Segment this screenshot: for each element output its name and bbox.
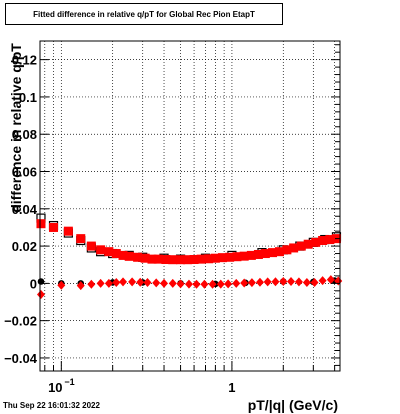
- data-point-square: [296, 241, 306, 251]
- data-point-square: [161, 255, 171, 265]
- data-point-square: [111, 249, 121, 259]
- data-point-square: [176, 255, 186, 265]
- data-point-square: [49, 222, 59, 232]
- plot-area: [40, 41, 340, 371]
- y-tick-label: −0.04: [4, 351, 38, 366]
- data-point-diamond: [279, 277, 288, 287]
- data-point-square: [153, 254, 163, 264]
- data-point-square: [133, 252, 143, 262]
- x-tick-label: 10: [48, 380, 62, 395]
- data-point-diamond: [232, 278, 241, 288]
- data-point-square: [253, 249, 263, 259]
- data-point-diamond: [176, 279, 185, 289]
- data-point-diamond: [104, 278, 113, 288]
- x-axis-label: pT/|q| (GeV/c): [247, 397, 338, 413]
- y-tick-label: 0.08: [12, 127, 37, 142]
- data-point-square: [196, 254, 206, 264]
- data-point-square: [311, 237, 321, 247]
- data-point-square: [168, 255, 178, 265]
- data-point-diamond: [200, 279, 209, 289]
- data-point-square: [96, 245, 106, 255]
- data-point-diamond: [57, 280, 66, 290]
- y-tick-label: 0.1: [19, 90, 37, 105]
- data-point-diamond: [143, 277, 152, 287]
- data-point-diamond: [318, 276, 327, 286]
- data-point-square: [189, 255, 199, 265]
- y-tick-label: 0.12: [12, 53, 37, 68]
- y-tick-label: 0.04: [12, 202, 38, 217]
- data-point-square: [118, 250, 128, 260]
- data-point-square: [289, 243, 299, 253]
- data-point-diamond: [208, 279, 217, 289]
- data-point-square: [183, 255, 193, 265]
- data-point-diamond: [302, 277, 311, 287]
- data-point-diamond: [36, 290, 45, 300]
- data-point-diamond: [326, 275, 335, 285]
- data-point-square: [325, 235, 335, 245]
- data-point-square: [246, 250, 256, 260]
- data-point-square: [104, 247, 114, 257]
- data-point-diamond: [119, 277, 128, 287]
- data-point-square: [303, 239, 313, 249]
- datestamp: Thu Sep 22 16:01:32 2022: [3, 401, 100, 410]
- data-point-diamond: [87, 279, 96, 289]
- data-point-diamond: [128, 277, 137, 287]
- data-point-diamond: [96, 278, 105, 288]
- data-point-square: [76, 234, 86, 244]
- data-point-diamond: [247, 278, 256, 288]
- data-point-diamond: [216, 279, 225, 289]
- chart-title: Fitted difference in relative q/pT for G…: [5, 3, 283, 25]
- data-point-diamond: [168, 278, 177, 288]
- data-point-square: [204, 254, 214, 264]
- data-point-square: [268, 248, 278, 258]
- y-axis-label: difference in relative q/pT: [8, 43, 24, 213]
- data-point-diamond: [310, 277, 319, 287]
- y-tick-label: −0.02: [4, 314, 37, 329]
- data-series: [36, 213, 343, 300]
- y-tick-label: 0.02: [12, 239, 37, 254]
- data-point-square: [210, 253, 220, 263]
- data-point-diamond: [263, 277, 272, 287]
- data-point-square: [217, 253, 227, 263]
- data-point-square: [318, 235, 328, 245]
- data-point-square: [86, 241, 96, 251]
- data-point-square: [36, 219, 46, 229]
- data-point-diamond: [294, 277, 303, 287]
- data-point-diamond: [136, 277, 145, 287]
- data-point-square: [63, 226, 73, 236]
- data-point-square: [282, 245, 292, 255]
- data-point-diamond: [224, 279, 233, 289]
- data-point-diamond: [240, 278, 249, 288]
- data-point-square: [124, 251, 134, 261]
- data-point-diamond: [287, 277, 296, 287]
- data-point-square: [225, 252, 235, 262]
- plot-frame: [39, 40, 341, 372]
- data-point-square: [232, 252, 242, 262]
- data-point-square: [140, 253, 150, 263]
- data-point-square: [260, 249, 270, 259]
- data-point-diamond: [255, 277, 264, 287]
- y-tick-label: 0.06: [12, 165, 37, 180]
- data-point-square: [147, 254, 157, 264]
- data-point-diamond: [76, 281, 85, 291]
- data-point-square: [239, 251, 249, 261]
- data-point-diamond: [184, 279, 193, 289]
- data-point-diamond: [152, 278, 161, 288]
- x-tick-label: 1: [228, 380, 235, 395]
- data-point-diamond: [271, 277, 280, 287]
- y-tick-label: 0: [30, 276, 37, 291]
- data-point-diamond: [192, 279, 201, 289]
- data-point-diamond: [112, 277, 121, 287]
- data-point-square: [274, 247, 284, 257]
- data-point-diamond: [160, 278, 169, 288]
- axes: 0.12 0.1 0.08 0.06 0.04 0.02 0 −0.02 −0.04 10 −1 1: [4, 44, 340, 395]
- x-tick-exponent: −1: [64, 377, 74, 387]
